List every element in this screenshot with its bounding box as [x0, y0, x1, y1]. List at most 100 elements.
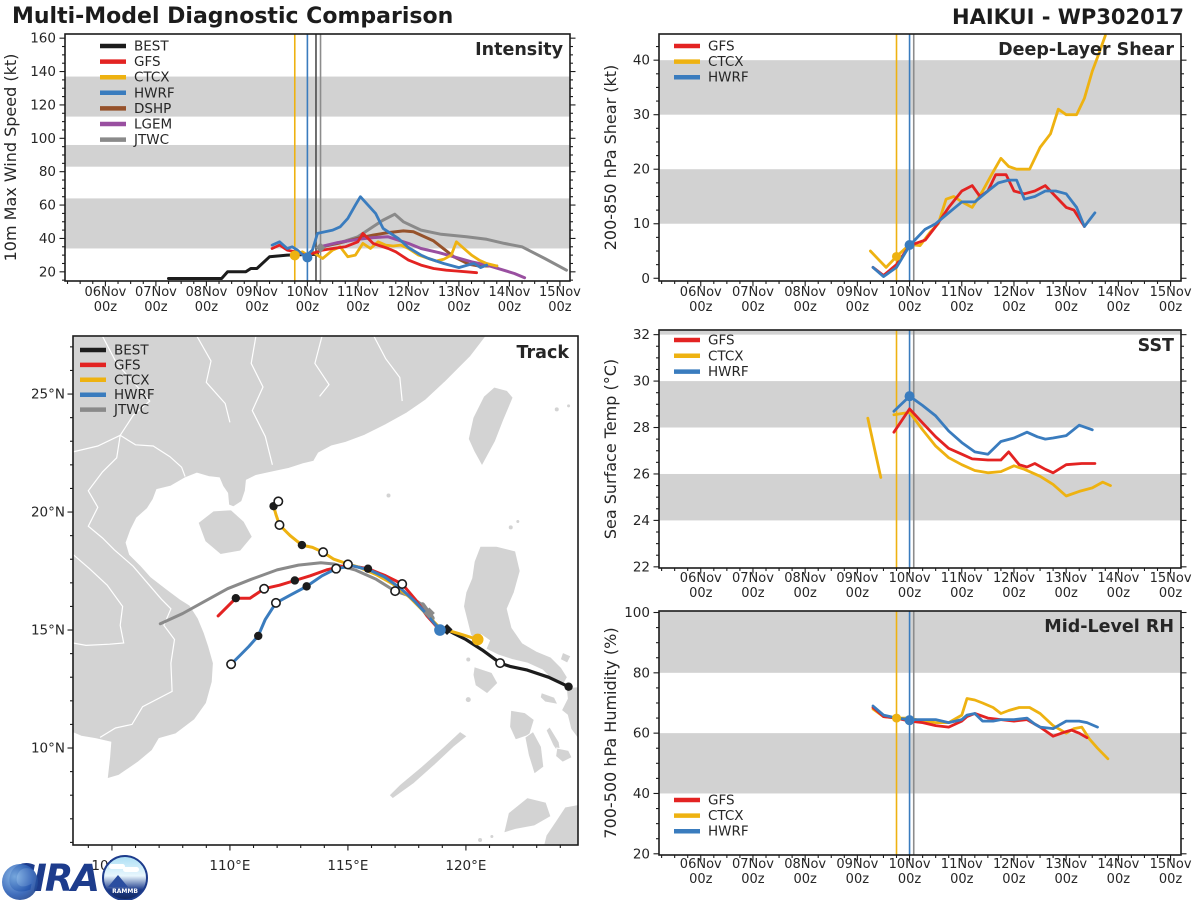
plot-frame	[64, 33, 571, 282]
x-tick-day: 15Nov	[1150, 571, 1192, 586]
lon-tick-label: 110°E	[209, 858, 250, 874]
shaded-band	[65, 76, 570, 117]
x-tick-day: 13Nov	[1045, 571, 1087, 586]
init-marker	[289, 250, 300, 261]
model-init-point	[471, 633, 484, 646]
lat-tick-label: 15°N	[31, 623, 65, 639]
x-tick-day: 07Nov	[732, 285, 774, 300]
country-border	[73, 554, 125, 647]
x-tick-day: 13Nov	[1045, 857, 1087, 872]
x-tick-hour: 00z	[1107, 586, 1131, 601]
x-tick-hour: 00z	[898, 872, 922, 887]
legend-label-JTWC: JTWC	[133, 132, 169, 148]
legend-label-GFS: GFS	[708, 793, 735, 809]
x-tick-hour: 00z	[689, 300, 713, 315]
legend-label-LGEM: LGEM	[134, 117, 172, 133]
x-tick-day: 15Nov	[1150, 285, 1192, 300]
shear-title: Deep-Layer Shear	[998, 40, 1174, 60]
legend-label-CTCX: CTCX	[708, 54, 744, 70]
x-tick-day: 06Nov	[680, 285, 722, 300]
x-tick-day: 09Nov	[236, 285, 278, 300]
y-tick-label: 22	[633, 559, 650, 575]
y-tick-label: 40	[39, 231, 56, 247]
x-tick-hour: 00z	[950, 300, 974, 315]
land-polygon	[560, 686, 578, 740]
land-polygon	[197, 509, 253, 556]
series-CTCX	[892, 411, 1112, 498]
islet	[386, 493, 391, 498]
rh-ylabel: 700-500 hPa Humidity (%)	[601, 627, 620, 838]
islet	[478, 838, 483, 843]
x-tick-hour: 00z	[1159, 872, 1183, 887]
x-tick-hour: 00z	[793, 300, 817, 315]
x-tick-day: 08Nov	[185, 285, 227, 300]
x-tick-hour: 00z	[846, 872, 870, 887]
track-point-12z	[397, 579, 408, 590]
track-point-00z	[297, 540, 307, 550]
x-tick-day: 12Nov	[993, 857, 1035, 872]
land-polygon	[73, 336, 487, 780]
shear-panel: 06Nov00z07Nov00z08Nov00z09Nov00z10Nov00z…	[601, 33, 1192, 315]
islet	[508, 525, 513, 530]
legend-label-CTCX: CTCX	[708, 808, 744, 824]
x-tick-day: 10Nov	[286, 285, 328, 300]
track-point-12z	[274, 520, 285, 531]
land-polygon	[539, 691, 559, 706]
legend-label-GFS: GFS	[708, 333, 735, 349]
track-point-00z	[564, 682, 573, 691]
x-tick-day: 06Nov	[84, 285, 126, 300]
legend-label-HWRF: HWRF	[134, 85, 175, 101]
y-tick-label: 160	[30, 31, 56, 47]
x-tick-day: 07Nov	[135, 285, 177, 300]
x-tick-day: 11Nov	[941, 857, 983, 872]
legend-label-HWRF: HWRF	[708, 70, 749, 86]
legend-label-GFS: GFS	[708, 39, 735, 55]
mountain-icon	[108, 875, 129, 887]
x-tick-hour: 00z	[898, 586, 922, 601]
track-point-00z	[254, 631, 263, 641]
rh-title: Mid-Level RH	[1044, 617, 1174, 637]
x-tick-hour: 00z	[245, 300, 269, 315]
track-HWRF	[229, 564, 442, 666]
y-tick-label: 26	[633, 466, 650, 482]
y-tick-label: 80	[39, 164, 56, 180]
x-tick-hour: 00z	[346, 300, 370, 315]
x-tick-hour: 00z	[846, 300, 870, 315]
x-tick-hour: 00z	[950, 586, 974, 601]
intensity-ylabel: 10m Max Wind Speed (kt)	[1, 54, 20, 262]
x-tick-hour: 00z	[1054, 586, 1078, 601]
series-HWRF	[871, 704, 1099, 730]
shaded-band	[659, 169, 1181, 224]
cloud-icon	[109, 864, 126, 869]
x-tick-day: 06Nov	[680, 857, 722, 872]
country-border	[73, 434, 186, 477]
x-tick-hour: 00z	[296, 300, 320, 315]
x-tick-day: 15Nov	[539, 285, 581, 300]
shaded-band	[659, 473, 1181, 521]
x-tick-hour: 00z	[1002, 872, 1026, 887]
x-tick-hour: 00z	[793, 586, 817, 601]
x-tick-hour: 00z	[195, 300, 219, 315]
x-tick-day: 14Nov	[488, 285, 530, 300]
sst-panel: 06Nov00z07Nov00z08Nov00z09Nov00z10Nov00z…	[601, 327, 1192, 601]
model-init-point	[434, 624, 446, 636]
lat-tick-label: 25°N	[31, 387, 65, 403]
y-tick-label: 10	[633, 216, 650, 232]
track-point-12z	[331, 563, 342, 574]
x-tick-day: 10Nov	[889, 571, 931, 586]
legend-label-BEST: BEST	[134, 39, 169, 55]
islet	[465, 697, 471, 703]
x-tick-hour: 00z	[1159, 300, 1183, 315]
y-tick-label: 20	[633, 162, 650, 178]
x-tick-hour: 00z	[1159, 586, 1183, 601]
x-tick-day: 09Nov	[836, 857, 878, 872]
x-tick-hour: 00z	[1107, 872, 1131, 887]
x-tick-hour: 00z	[846, 586, 870, 601]
shaded-band	[65, 144, 570, 167]
track-point-00z	[302, 582, 311, 591]
y-tick-label: 60	[39, 198, 56, 214]
legend-label-GFS: GFS	[134, 54, 161, 70]
